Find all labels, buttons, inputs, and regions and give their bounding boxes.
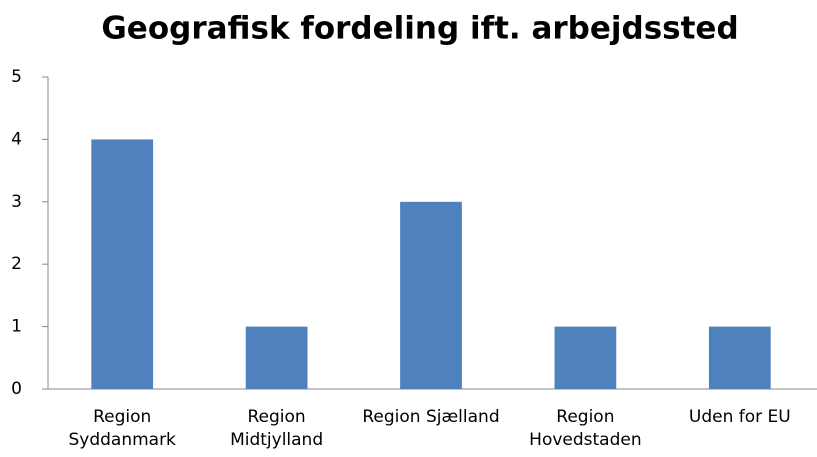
x-tick-label: Uden for EU <box>688 407 791 427</box>
x-tick-label: Region Hovedstaden <box>529 407 642 450</box>
y-tick-label: 5 <box>11 67 22 87</box>
bar <box>245 326 308 389</box>
y-tick-label: 0 <box>11 379 22 399</box>
y-tick-label: 3 <box>11 192 22 212</box>
y-tick-label: 4 <box>11 129 22 149</box>
x-tick-label: Region Syddanmark <box>68 407 176 450</box>
chart-title: Geografisk fordeling ift. arbejdssted <box>101 11 738 47</box>
bar <box>708 326 771 389</box>
x-tick-label: Region Midtjylland <box>230 407 324 450</box>
bar <box>91 139 154 389</box>
bar <box>400 201 462 389</box>
y-tick-label: 1 <box>11 317 22 337</box>
x-tick-label: Region Sjælland <box>362 407 500 427</box>
y-tick-label: 2 <box>11 254 22 274</box>
bar <box>554 326 617 389</box>
